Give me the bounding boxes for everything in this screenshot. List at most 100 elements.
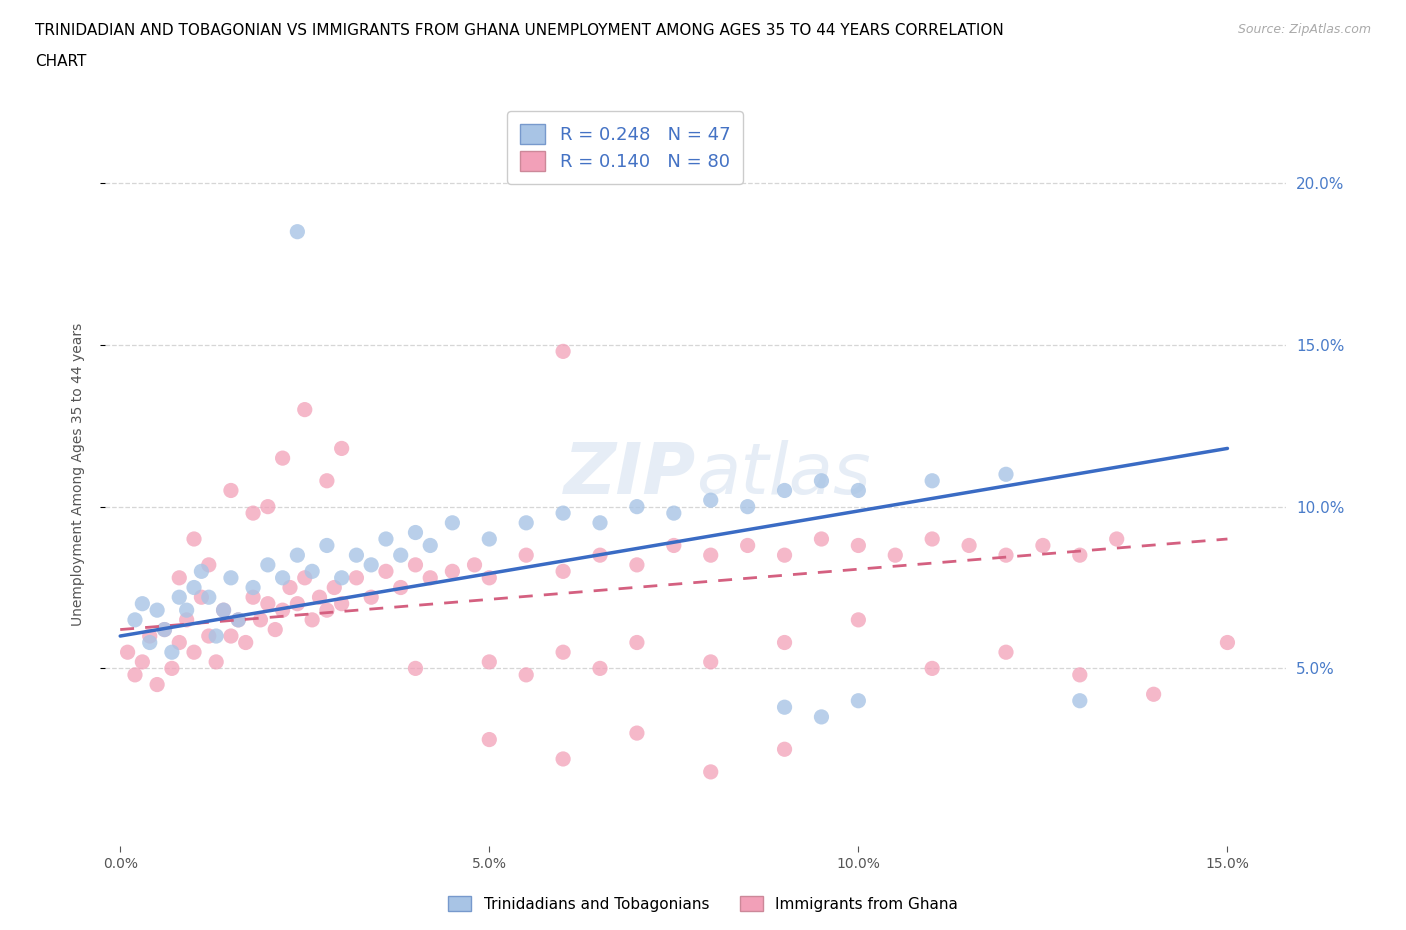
- Point: [271, 570, 294, 585]
- Point: [212, 603, 235, 618]
- Point: [315, 473, 337, 488]
- Point: [242, 506, 264, 521]
- Point: [330, 570, 353, 585]
- Point: [287, 548, 309, 563]
- Point: [294, 570, 316, 585]
- Point: [846, 613, 869, 628]
- Point: [374, 532, 396, 547]
- Text: TRINIDADIAN AND TOBAGONIAN VS IMMIGRANTS FROM GHANA UNEMPLOYMENT AMONG AGES 35 T: TRINIDADIAN AND TOBAGONIAN VS IMMIGRANTS…: [35, 23, 1004, 38]
- Point: [287, 224, 309, 239]
- Point: [463, 557, 486, 572]
- Point: [271, 451, 294, 466]
- Point: [117, 644, 139, 659]
- Point: [478, 732, 501, 747]
- Point: [662, 538, 685, 553]
- Y-axis label: Unemployment Among Ages 35 to 44 years: Unemployment Among Ages 35 to 44 years: [70, 323, 84, 626]
- Point: [810, 532, 832, 547]
- Point: [271, 603, 294, 618]
- Point: [242, 590, 264, 604]
- Point: [405, 557, 427, 572]
- Point: [515, 515, 537, 530]
- Point: [589, 515, 612, 530]
- Point: [994, 467, 1017, 482]
- Point: [773, 742, 796, 757]
- Point: [330, 441, 353, 456]
- Point: [264, 622, 287, 637]
- Point: [699, 655, 723, 670]
- Point: [235, 635, 257, 650]
- Point: [419, 570, 441, 585]
- Point: [1142, 687, 1164, 702]
- Point: [287, 596, 309, 611]
- Point: [699, 493, 723, 508]
- Point: [169, 590, 191, 604]
- Point: [228, 613, 250, 628]
- Point: [138, 629, 162, 644]
- Point: [176, 603, 198, 618]
- Point: [1069, 693, 1091, 708]
- Point: [419, 538, 441, 553]
- Point: [846, 538, 869, 553]
- Point: [374, 564, 396, 578]
- Point: [515, 668, 537, 683]
- Point: [626, 557, 648, 572]
- Point: [1216, 635, 1239, 650]
- Point: [219, 570, 242, 585]
- Point: [360, 590, 382, 604]
- Point: [441, 515, 464, 530]
- Text: atlas: atlas: [696, 440, 870, 509]
- Text: Source: ZipAtlas.com: Source: ZipAtlas.com: [1237, 23, 1371, 36]
- Point: [662, 506, 685, 521]
- Point: [197, 590, 219, 604]
- Point: [138, 635, 162, 650]
- Point: [737, 499, 759, 514]
- Point: [190, 590, 212, 604]
- Point: [921, 532, 943, 547]
- Point: [1032, 538, 1054, 553]
- Point: [478, 655, 501, 670]
- Point: [957, 538, 980, 553]
- Point: [515, 548, 537, 563]
- Point: [360, 557, 382, 572]
- Point: [994, 548, 1017, 563]
- Point: [124, 668, 146, 683]
- Point: [626, 725, 648, 740]
- Point: [160, 661, 183, 676]
- Point: [994, 644, 1017, 659]
- Point: [256, 596, 278, 611]
- Point: [626, 499, 648, 514]
- Point: [183, 644, 205, 659]
- Point: [153, 622, 176, 637]
- Point: [478, 532, 501, 547]
- Point: [146, 603, 169, 618]
- Point: [773, 548, 796, 563]
- Point: [124, 613, 146, 628]
- Point: [176, 613, 198, 628]
- Point: [551, 751, 574, 766]
- Point: [301, 613, 323, 628]
- Point: [441, 564, 464, 578]
- Point: [589, 548, 612, 563]
- Point: [183, 532, 205, 547]
- Point: [183, 580, 205, 595]
- Point: [699, 548, 723, 563]
- Point: [884, 548, 907, 563]
- Point: [330, 596, 353, 611]
- Point: [1069, 548, 1091, 563]
- Point: [389, 548, 412, 563]
- Point: [405, 661, 427, 676]
- Point: [228, 613, 250, 628]
- Point: [389, 580, 412, 595]
- Point: [242, 580, 264, 595]
- Point: [323, 580, 346, 595]
- Point: [551, 644, 574, 659]
- Point: [921, 473, 943, 488]
- Point: [551, 344, 574, 359]
- Text: ZIP: ZIP: [564, 440, 696, 509]
- Point: [551, 564, 574, 578]
- Point: [197, 629, 219, 644]
- Point: [212, 603, 235, 618]
- Point: [846, 693, 869, 708]
- Point: [315, 603, 337, 618]
- Point: [626, 635, 648, 650]
